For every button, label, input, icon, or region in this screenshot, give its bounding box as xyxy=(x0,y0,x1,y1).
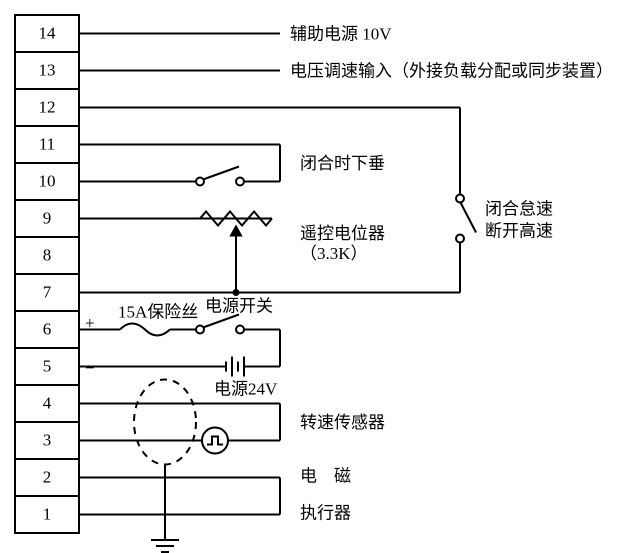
switch-contact xyxy=(236,178,244,186)
label-voltage-input: 电压调速输入（外接负载分配或同步装置） xyxy=(290,62,613,81)
label-droop: 闭合时下垂 xyxy=(300,154,385,173)
shield xyxy=(134,380,196,465)
switch-blade xyxy=(460,202,476,233)
label-fuse: 15A保险丝 xyxy=(118,303,198,322)
terminal-number: 8 xyxy=(43,245,52,264)
terminal-number: 11 xyxy=(39,134,55,153)
label-speed-sensor: 转速传感器 xyxy=(300,413,385,432)
terminal-number: 5 xyxy=(43,356,52,375)
label-24v: 电源24V xyxy=(214,380,278,399)
terminal-number: 3 xyxy=(43,430,52,449)
terminal-number: 13 xyxy=(39,60,56,79)
label-plus: + xyxy=(85,314,95,333)
label-idle: 闭合怠速 xyxy=(485,200,553,219)
switch-blade xyxy=(203,167,239,180)
junction-dot xyxy=(233,289,240,296)
terminal-number: 4 xyxy=(43,393,52,412)
label-highspeed: 断开高速 xyxy=(485,222,553,241)
terminal-number: 14 xyxy=(39,23,57,42)
label-em-2: 执行器 xyxy=(300,504,351,523)
potentiometer-body xyxy=(200,212,272,226)
switch-contact xyxy=(456,235,464,243)
switch-contact xyxy=(236,326,244,334)
fuse xyxy=(120,324,170,336)
label-power-switch: 电源开关 xyxy=(205,297,273,316)
label-minus: − xyxy=(85,359,95,378)
label-pot-1: 遥控电位器 xyxy=(300,224,385,243)
label-aux-10v: 辅助电源 10V xyxy=(290,25,392,44)
terminal-number: 6 xyxy=(43,319,52,338)
label-em-1: 电 磁 xyxy=(300,467,351,486)
speed-sensor-symbol xyxy=(202,428,228,454)
terminal-number: 2 xyxy=(43,467,52,486)
terminal-number: 12 xyxy=(39,97,56,116)
switch-blade xyxy=(203,315,239,328)
terminal-number: 1 xyxy=(43,504,52,523)
label-pot-2: （3.3K） xyxy=(300,244,368,263)
square-wave xyxy=(207,437,223,445)
terminal-number: 9 xyxy=(43,208,52,227)
switch-contact xyxy=(456,195,464,203)
pot-wiper-arrow xyxy=(231,227,241,236)
terminal-number: 10 xyxy=(39,171,56,190)
terminal-number: 7 xyxy=(43,282,52,301)
